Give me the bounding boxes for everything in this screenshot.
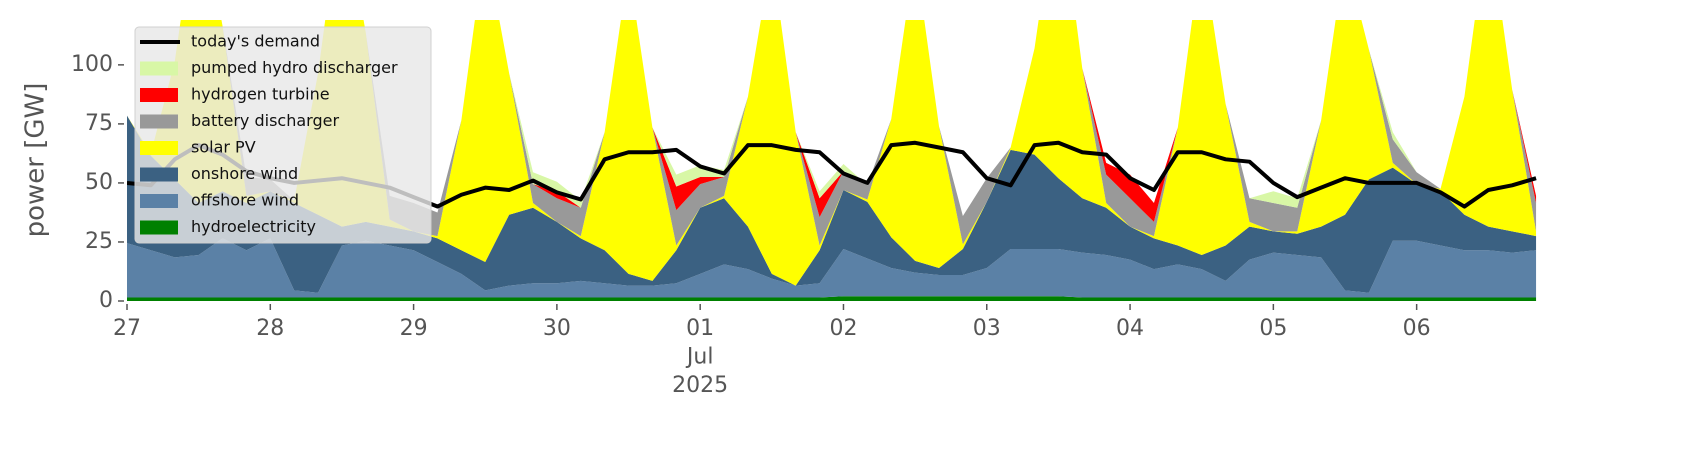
legend-swatch: [140, 167, 178, 182]
x-tick-label: 27: [113, 316, 141, 341]
y-tick-label: 0: [99, 288, 113, 313]
area: [127, 238, 1537, 298]
x-tick-label: 02: [829, 316, 857, 341]
legend-label: solar PV: [191, 138, 256, 157]
x-tick-label: 30: [543, 316, 571, 341]
legend: today's demand pumped hydro discharger hyd…: [134, 26, 432, 244]
legend-label: onshore wind: [191, 164, 298, 183]
y-tick-label: 100: [71, 52, 113, 77]
area: [127, 20, 1537, 246]
legend-label: hydrogen turbine: [191, 85, 330, 104]
legend-label: battery discharger: [191, 111, 339, 130]
x-tick-label: 03: [973, 316, 1001, 341]
plot-area: [127, 20, 1537, 301]
x-tick-label: 04: [1116, 316, 1144, 341]
legend-swatch: [140, 88, 178, 102]
x-tick-label: 05: [1259, 316, 1287, 341]
legend-swatch: [140, 61, 178, 76]
x-tick-label: 29: [400, 316, 428, 341]
legend-label: today's demand: [191, 32, 320, 51]
y-tick-label: 50: [85, 170, 113, 195]
x-tick-label: 01 Jul 2025: [672, 316, 728, 398]
area: [127, 115, 1537, 293]
legend-swatch: [140, 114, 178, 129]
legend-label: pumped hydro discharger: [191, 58, 398, 77]
area: [127, 20, 1537, 286]
y-tick-label: 25: [85, 229, 113, 254]
legend-swatch: [140, 194, 178, 208]
x-tick-label: 06: [1403, 316, 1431, 341]
legend-label: hydroelectricity: [191, 217, 316, 236]
axes: 0 25 50 75 100 27 28 29 30 01 Jul 2025 02 03 04 05 06: [71, 52, 1431, 398]
legend-swatch: [140, 141, 178, 155]
legend-box: [134, 26, 432, 244]
y-tick-label: 75: [85, 111, 113, 136]
legend-label: offshore wind: [191, 191, 299, 210]
y-axis-label: power [GW]: [21, 83, 51, 238]
legend-swatch: [140, 220, 178, 235]
x-tick-label: 28: [256, 316, 284, 341]
